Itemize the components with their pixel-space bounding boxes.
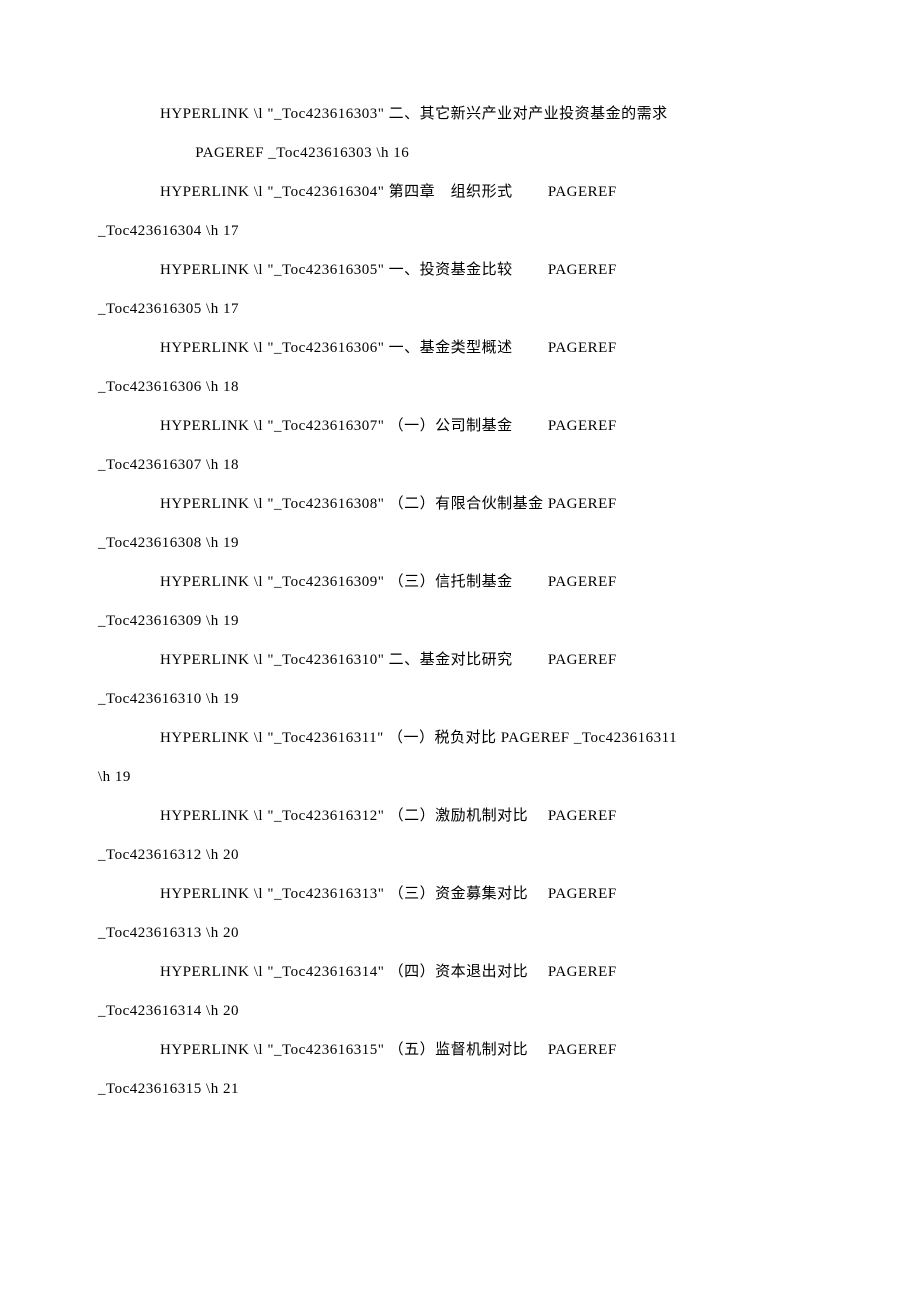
toc-entry: HYPERLINK \l "_Toc423616307" （一）公司制基金 PA… bbox=[98, 407, 822, 446]
toc-entry: HYPERLINK \l "_Toc423616315" （五）监督机制对比 P… bbox=[98, 1031, 822, 1070]
toc-entry-cont: _Toc423616313 \h 20 bbox=[98, 914, 822, 953]
toc-entry: HYPERLINK \l "_Toc423616313" （三）资金募集对比 P… bbox=[98, 875, 822, 914]
toc-entry: HYPERLINK \l "_Toc423616311" （一）税负对比 PAG… bbox=[98, 719, 822, 758]
toc-entry-cont: _Toc423616309 \h 19 bbox=[98, 602, 822, 641]
toc-entry-cont: _Toc423616310 \h 19 bbox=[98, 680, 822, 719]
toc-entry: HYPERLINK \l "_Toc423616306" 一、基金类型概述 PA… bbox=[98, 329, 822, 368]
toc-entry-cont: _Toc423616306 \h 18 bbox=[98, 368, 822, 407]
toc-entry-cont: _Toc423616315 \h 21 bbox=[98, 1070, 822, 1109]
toc-entry: HYPERLINK \l "_Toc423616312" （二）激励机制对比 P… bbox=[98, 797, 822, 836]
toc-entry-cont: _Toc423616307 \h 18 bbox=[98, 446, 822, 485]
toc-entry: HYPERLINK \l "_Toc423616314" （四）资本退出对比 P… bbox=[98, 953, 822, 992]
toc-entry-cont: _Toc423616308 \h 19 bbox=[98, 524, 822, 563]
toc-entry: HYPERLINK \l "_Toc423616310" 二、基金对比研究 PA… bbox=[98, 641, 822, 680]
toc-entry: HYPERLINK \l "_Toc423616308" （二）有限合伙制基金 … bbox=[98, 485, 822, 524]
toc-entry-cont: _Toc423616305 \h 17 bbox=[98, 290, 822, 329]
toc-container: HYPERLINK \l "_Toc423616303" 二、其它新兴产业对产业… bbox=[98, 95, 822, 1109]
toc-entry-cont: \h 19 bbox=[98, 758, 822, 797]
toc-entry-cont: _Toc423616304 \h 17 bbox=[98, 212, 822, 251]
toc-entry: HYPERLINK \l "_Toc423616304" 第四章 组织形式 PA… bbox=[98, 173, 822, 212]
toc-entry-cont: PAGEREF _Toc423616303 \h 16 bbox=[98, 134, 822, 173]
toc-entry: HYPERLINK \l "_Toc423616309" （三）信托制基金 PA… bbox=[98, 563, 822, 602]
toc-entry-cont: _Toc423616312 \h 20 bbox=[98, 836, 822, 875]
toc-entry: HYPERLINK \l "_Toc423616305" 一、投资基金比较 PA… bbox=[98, 251, 822, 290]
toc-entry: HYPERLINK \l "_Toc423616303" 二、其它新兴产业对产业… bbox=[98, 95, 822, 134]
toc-entry-cont: _Toc423616314 \h 20 bbox=[98, 992, 822, 1031]
